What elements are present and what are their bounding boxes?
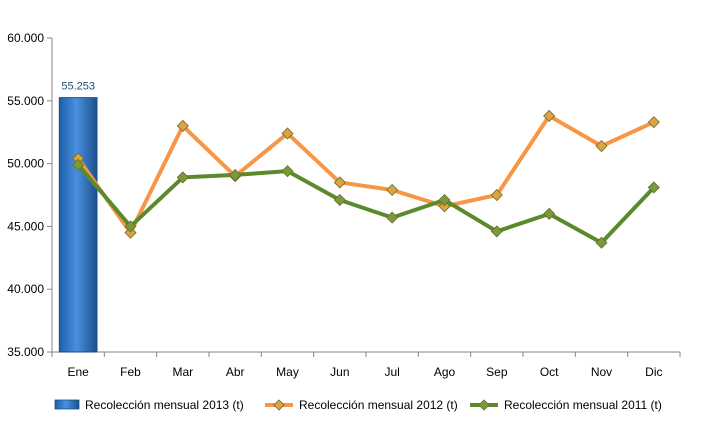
- legend-label: Recolección mensual 2011 (t): [504, 398, 662, 412]
- x-tick-label: Nov: [591, 365, 612, 379]
- x-tick-label: Ene: [67, 365, 89, 379]
- data-point-marker: [333, 193, 346, 207]
- axes: 35.000 40.000 45.000 50.000 55.000 60.000 Ene F…: [7, 31, 681, 379]
- data-point-marker: [281, 127, 294, 140]
- bar-series: 55.253: [58, 81, 98, 353]
- data-point-marker: [176, 119, 189, 132]
- x-tick-label: Oct: [540, 365, 559, 379]
- data-point-marker: [72, 158, 85, 171]
- x-tick-label: Dic: [645, 365, 662, 379]
- data-point-marker: [386, 211, 399, 224]
- data-point-marker: [595, 139, 608, 153]
- y-tick-label: 45.000: [7, 219, 44, 233]
- data-point-marker: [386, 183, 399, 197]
- legend-label: Recolección mensual 2012 (t): [299, 398, 458, 412]
- x-tick-label: May: [276, 365, 299, 379]
- y-tick-label: 40.000: [7, 282, 44, 296]
- data-point-marker: [647, 116, 660, 129]
- data-point-marker: [333, 176, 346, 189]
- data-point-marker: [281, 165, 294, 178]
- data-point-marker: [543, 109, 556, 122]
- x-tick-label: Ago: [434, 365, 456, 379]
- y-tick-label: 55.000: [7, 94, 44, 108]
- data-point-marker: [124, 226, 137, 239]
- data-point-marker: [124, 220, 137, 233]
- x-tick-label: Jun: [330, 365, 349, 379]
- y-tick-label: 35.000: [7, 345, 44, 359]
- data-point-marker: [176, 171, 189, 184]
- x-tick-label: Feb: [120, 365, 141, 379]
- data-point-marker: [490, 225, 503, 238]
- legend-swatch: [54, 399, 80, 410]
- data-point-marker: [229, 168, 242, 181]
- data-point-marker: [543, 207, 556, 220]
- bar: [58, 97, 98, 353]
- line-series: [72, 109, 660, 249]
- x-tick-label: Abr: [226, 365, 245, 379]
- legend-marker: [273, 399, 285, 411]
- legend: Recolección mensual 2013 (t) Recolección …: [54, 398, 662, 412]
- data-point-marker: [490, 188, 503, 202]
- x-tick-label: Jul: [384, 365, 399, 379]
- series-line: [76, 163, 656, 245]
- series-line: [76, 113, 655, 235]
- data-point-marker: [438, 193, 451, 207]
- y-tick-label: 60.000: [7, 31, 44, 45]
- x-tick-label: Mar: [172, 365, 193, 379]
- data-point-marker: [647, 181, 660, 194]
- bar-data-label: 55.253: [61, 81, 95, 93]
- y-tick-label: 50.000: [7, 157, 44, 171]
- legend-marker: [478, 399, 490, 411]
- legend-label: Recolección mensual 2013 (t): [85, 398, 244, 412]
- data-point-marker: [595, 236, 608, 249]
- x-tick-label: Sep: [486, 365, 508, 379]
